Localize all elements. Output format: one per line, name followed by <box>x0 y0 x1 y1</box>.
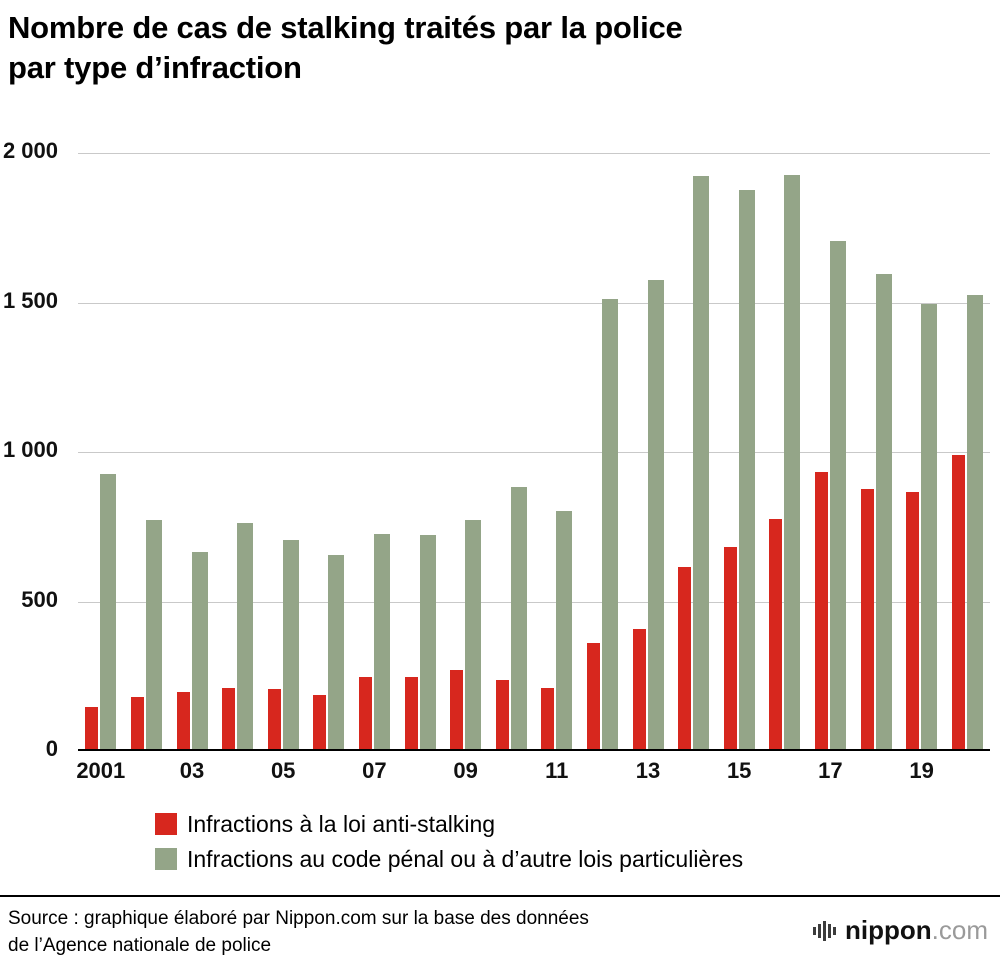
bar-anti-stalking-2008 <box>404 677 418 749</box>
bar-anti-stalking-2015 <box>723 547 737 749</box>
logo-waveform-icon <box>813 920 838 941</box>
bar-anti-stalking-2005 <box>267 689 281 749</box>
gridline <box>78 601 990 603</box>
bar-code-penal-2014 <box>693 176 710 749</box>
bar-anti-stalking-2001 <box>85 707 99 749</box>
bar-anti-stalking-2006 <box>313 695 327 749</box>
bar-anti-stalking-2009 <box>450 669 464 749</box>
bar-code-penal-2001 <box>100 473 117 749</box>
y-axis-label: 1 500 <box>2 287 58 313</box>
legend-label: Infractions à la loi anti-stalking <box>187 811 496 837</box>
y-axis-labels: 0 500 1 000 1 500 2 000 <box>0 140 58 760</box>
source-line1: Source : graphique élaboré par Nippon.co… <box>8 908 589 929</box>
legend-swatch-red <box>155 813 177 835</box>
logo-suffix: .com <box>931 915 988 945</box>
bar-code-penal-2015 <box>738 189 755 749</box>
footer: Source : graphique élaboré par Nippon.co… <box>0 895 1000 966</box>
legend-swatch-green <box>155 848 177 870</box>
x-axis-label: 2001 <box>76 758 126 783</box>
y-axis-label: 0 <box>45 736 58 761</box>
bar-anti-stalking-2016 <box>769 518 783 749</box>
y-axis-label: 2 000 <box>2 138 58 163</box>
bar-code-penal-2003 <box>191 551 208 749</box>
nippon-logo: nippon .com <box>813 915 988 946</box>
bar-code-penal-2012 <box>601 299 618 749</box>
x-axis-label: 07 <box>362 758 387 783</box>
bar-anti-stalking-2004 <box>222 687 236 749</box>
logo-name: nippon <box>845 915 932 945</box>
chart-title: Nombre de cas de stalking traités par la… <box>8 8 968 88</box>
y-axis-label: 500 <box>21 586 58 612</box>
bar-code-penal-2010 <box>510 487 527 749</box>
bar-anti-stalking-2002 <box>130 696 144 749</box>
x-axis-baseline <box>78 749 990 751</box>
bar-code-penal-2013 <box>647 279 664 749</box>
bar-anti-stalking-2012 <box>586 642 600 749</box>
x-axis-label: 19 <box>909 758 934 783</box>
x-axis-label: 03 <box>179 758 205 783</box>
legend-item-anti-stalking: Infractions à la loi anti-stalking <box>155 812 743 836</box>
x-axis-label: 11 <box>545 758 569 783</box>
bar-anti-stalking-2013 <box>632 629 646 749</box>
y-axis-label: 1 000 <box>2 437 58 462</box>
x-axis-labels: 2001 03 05 07 09 11 13 15 17 19 <box>76 758 990 788</box>
bar-code-penal-2005 <box>282 539 299 749</box>
bar-code-penal-2019 <box>921 303 938 749</box>
x-axis-label: 15 <box>726 758 752 783</box>
bar-anti-stalking-2014 <box>678 566 692 749</box>
bar-code-penal-2002 <box>145 520 162 749</box>
bar-code-penal-2009 <box>465 520 482 749</box>
gridline <box>78 452 990 453</box>
bar-anti-stalking-2019 <box>906 491 920 749</box>
bar-code-penal-2018 <box>875 273 892 749</box>
x-axis-label: 09 <box>453 758 478 783</box>
bar-code-penal-2008 <box>419 535 436 749</box>
bar-code-penal-2020 <box>966 294 983 749</box>
chart-title-line2: par type d’infraction <box>8 50 302 85</box>
source-line2: de l’Agence nationale de police <box>8 935 272 956</box>
bar-code-penal-2004 <box>237 523 254 749</box>
bar-anti-stalking-2017 <box>814 472 828 749</box>
bar-anti-stalking-2003 <box>176 692 190 749</box>
x-axis-label: 17 <box>818 758 843 783</box>
bar-code-penal-2011 <box>556 511 573 749</box>
gridline <box>78 302 990 304</box>
bar-anti-stalking-2018 <box>860 488 874 749</box>
legend-item-code-penal: Infractions au code pénal ou à d’autre l… <box>155 847 743 871</box>
bar-anti-stalking-2020 <box>951 454 965 749</box>
legend-label: Infractions au code pénal ou à d’autre l… <box>187 846 744 872</box>
bar-anti-stalking-2007 <box>358 677 372 749</box>
gridline <box>78 153 990 154</box>
bar-anti-stalking-2010 <box>495 680 509 749</box>
bar-code-penal-2006 <box>328 554 345 749</box>
plot-area <box>78 153 990 751</box>
bar-code-penal-2007 <box>373 533 390 749</box>
bar-anti-stalking-2011 <box>541 687 555 749</box>
x-axis-label: 05 <box>270 758 296 783</box>
bar-code-penal-2017 <box>829 240 846 749</box>
source-text: Source : graphique élaboré par Nippon.co… <box>8 905 589 959</box>
chart-title-line1: Nombre de cas de stalking traités par la… <box>8 10 683 45</box>
legend: Infractions à la loi anti-stalking Infra… <box>155 812 743 882</box>
bar-code-penal-2016 <box>784 174 801 749</box>
x-axis-label: 13 <box>635 758 661 783</box>
